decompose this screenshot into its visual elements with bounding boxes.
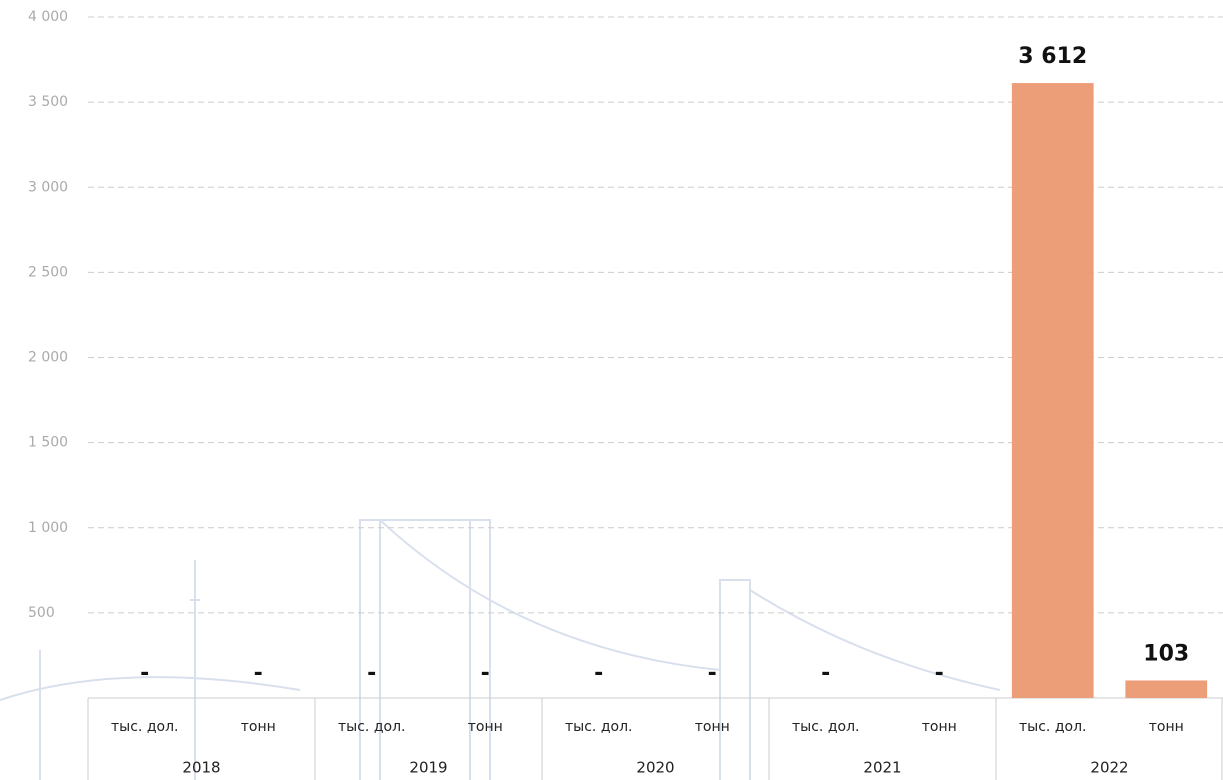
y-tick-label: 4 000	[28, 9, 68, 25]
value-label: -	[594, 661, 603, 686]
value-label: -	[367, 661, 376, 686]
value-label: -	[821, 661, 830, 686]
value-label: -	[935, 661, 944, 686]
x-tick-label: тонн	[922, 719, 957, 735]
x-tick-label: тыс. дол.	[792, 719, 859, 735]
y-tick-label: 2 500	[28, 264, 68, 280]
x-tick-label: тонн	[241, 719, 276, 735]
y-tick-label: 500	[28, 605, 55, 621]
group-label: 2020	[636, 759, 674, 777]
y-tick-label: 3 500	[28, 94, 68, 110]
bar	[1011, 83, 1094, 698]
y-tick-label: 1 500	[28, 435, 68, 451]
value-label: 3 612	[1018, 44, 1087, 69]
x-tick-label: тонн	[695, 719, 730, 735]
x-tick-label: тыс. дол.	[338, 719, 405, 735]
value-label: -	[481, 661, 490, 686]
bar	[1125, 680, 1208, 698]
value-label: 103	[1143, 641, 1189, 666]
x-tick-label: тонн	[1149, 719, 1184, 735]
y-tick-label: 1 000	[28, 520, 68, 536]
x-tick-label: тыс. дол.	[1019, 719, 1086, 735]
group-label: 2018	[182, 759, 220, 777]
x-tick-label: тонн	[468, 719, 503, 735]
group-label: 2021	[863, 759, 901, 777]
x-tick-label: тыс. дол.	[565, 719, 632, 735]
group-label: 2019	[409, 759, 447, 777]
y-tick-label: 2 000	[28, 350, 68, 366]
background-sketch	[0, 519, 1001, 780]
group-label: 2022	[1090, 759, 1128, 777]
y-tick-label: 3 000	[28, 179, 68, 195]
x-tick-label: тыс. дол.	[111, 719, 178, 735]
value-label: -	[708, 661, 717, 686]
value-label: -	[254, 661, 263, 686]
value-label: -	[140, 661, 149, 686]
